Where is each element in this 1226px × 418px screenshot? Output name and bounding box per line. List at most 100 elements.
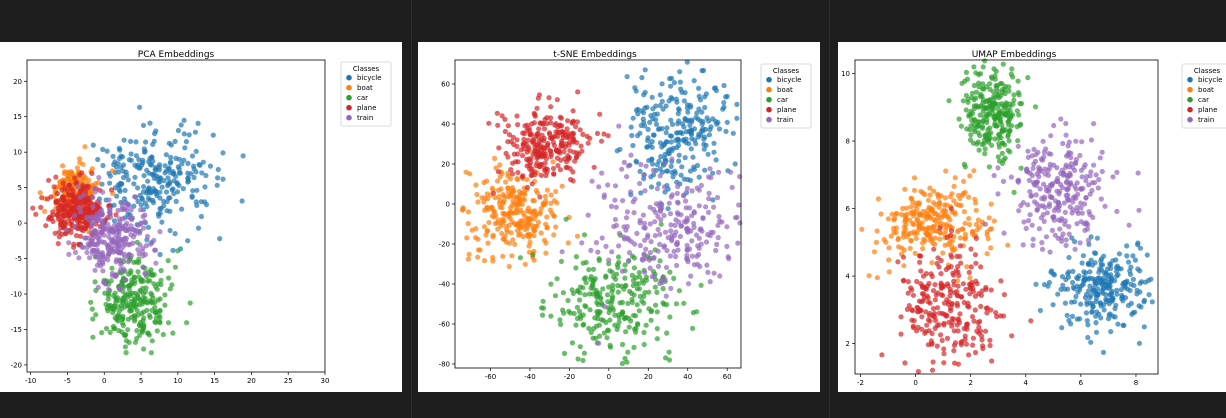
- data-point: [970, 228, 976, 235]
- data-point: [1032, 199, 1038, 205]
- data-point: [527, 132, 533, 138]
- data-point: [648, 239, 654, 245]
- data-point: [77, 172, 83, 178]
- data-point: [679, 164, 685, 170]
- data-point: [85, 183, 91, 189]
- data-point: [120, 206, 126, 212]
- data-point: [96, 175, 102, 181]
- data-point: [140, 189, 146, 195]
- data-point: [723, 128, 729, 134]
- data-point: [672, 222, 678, 228]
- data-point: [141, 315, 147, 321]
- data-point: [1062, 286, 1068, 292]
- data-point: [527, 239, 533, 245]
- data-point: [930, 306, 936, 312]
- data-point: [546, 95, 552, 101]
- data-point: [517, 231, 523, 237]
- data-point: [708, 124, 714, 130]
- data-point: [691, 126, 698, 132]
- series-plane: [879, 206, 1034, 375]
- data-point: [183, 139, 189, 145]
- data-point: [684, 185, 690, 191]
- data-point: [583, 280, 589, 286]
- x-tick-label: 40: [683, 373, 692, 381]
- data-point: [140, 122, 147, 128]
- data-point: [932, 282, 938, 288]
- data-point: [597, 111, 603, 117]
- data-point: [57, 202, 63, 208]
- data-point: [141, 225, 147, 231]
- data-point: [494, 178, 501, 184]
- data-point: [172, 231, 178, 237]
- data-point: [577, 344, 583, 350]
- data-point: [1034, 207, 1040, 213]
- data-point: [989, 226, 995, 232]
- data-point: [708, 175, 714, 181]
- data-point: [984, 251, 990, 257]
- data-point: [676, 158, 682, 164]
- data-point: [671, 275, 677, 281]
- data-point: [152, 304, 158, 310]
- data-point: [107, 214, 114, 220]
- data-point: [532, 113, 538, 119]
- data-point: [976, 224, 982, 230]
- data-point: [70, 192, 76, 198]
- data-point: [922, 238, 928, 244]
- data-point: [162, 302, 168, 308]
- data-point: [150, 200, 157, 206]
- data-point: [607, 317, 613, 323]
- data-point: [1135, 170, 1141, 176]
- data-point: [1073, 294, 1079, 300]
- data-point: [968, 286, 974, 292]
- data-point: [52, 230, 58, 236]
- data-point: [136, 274, 142, 280]
- data-point: [99, 218, 106, 224]
- data-point: [651, 132, 657, 138]
- data-point: [139, 162, 145, 168]
- data-point: [1085, 261, 1091, 267]
- data-point: [98, 263, 104, 269]
- data-point: [563, 216, 569, 222]
- data-point: [688, 104, 694, 110]
- data-point: [929, 367, 936, 373]
- data-point: [217, 236, 223, 242]
- data-point: [944, 234, 950, 240]
- data-point: [687, 168, 694, 174]
- data-point: [109, 265, 115, 271]
- data-point: [1039, 246, 1046, 252]
- data-point: [157, 296, 163, 302]
- data-point: [919, 284, 926, 290]
- legend-label: plane: [777, 106, 796, 114]
- data-point: [976, 123, 982, 129]
- data-point: [706, 196, 712, 202]
- data-point: [108, 187, 115, 193]
- data-point: [995, 165, 1001, 171]
- data-point: [577, 308, 583, 315]
- data-point: [581, 350, 587, 356]
- data-point: [1098, 258, 1104, 264]
- data-point: [891, 225, 897, 231]
- data-point: [1074, 316, 1080, 322]
- data-point: [631, 344, 637, 350]
- data-point: [1063, 242, 1069, 248]
- data-point: [737, 220, 743, 226]
- data-point: [561, 350, 568, 356]
- data-point: [996, 144, 1002, 150]
- data-point: [530, 252, 536, 258]
- data-point: [132, 339, 139, 345]
- data-point: [1011, 97, 1017, 103]
- data-point: [940, 283, 946, 289]
- data-point: [1025, 218, 1032, 224]
- data-point: [161, 178, 167, 184]
- data-point: [623, 215, 630, 221]
- data-point: [966, 269, 972, 275]
- data-point: [930, 200, 937, 206]
- data-point: [1064, 187, 1070, 193]
- data-point: [99, 210, 105, 217]
- data-point: [630, 115, 636, 121]
- data-point: [192, 129, 198, 135]
- data-point: [715, 119, 721, 126]
- data-point: [915, 368, 921, 375]
- data-point: [1018, 202, 1024, 209]
- data-point: [613, 204, 619, 210]
